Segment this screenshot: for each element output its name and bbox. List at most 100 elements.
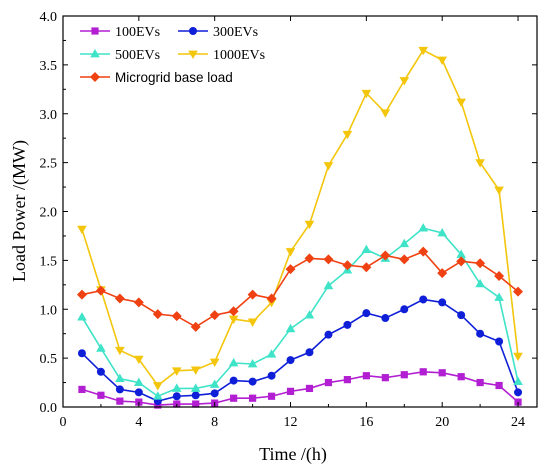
series-4 bbox=[77, 46, 523, 391]
y-tick-label: 4.0 bbox=[40, 10, 58, 25]
data-point bbox=[152, 309, 163, 320]
x-tick-label: 8 bbox=[211, 415, 218, 430]
data-point bbox=[381, 374, 389, 382]
data-point bbox=[343, 376, 351, 384]
series-1 bbox=[78, 368, 522, 409]
data-point bbox=[134, 355, 144, 365]
data-point bbox=[115, 346, 125, 356]
data-point bbox=[171, 383, 182, 392]
data-point bbox=[172, 392, 181, 401]
data-point bbox=[456, 98, 466, 108]
data-point bbox=[305, 348, 314, 357]
data-point bbox=[228, 306, 239, 317]
axes: 0 4 8 12 16 20 24 0.0 0.5 1.0 1.5 2.0 2.5 3.0 3.5 4.0 bbox=[40, 10, 538, 430]
data-point bbox=[96, 367, 105, 376]
legend-item: 500EVs bbox=[80, 48, 160, 63]
data-point bbox=[514, 388, 523, 397]
data-point bbox=[513, 376, 523, 385]
data-point bbox=[343, 320, 352, 329]
data-point bbox=[342, 260, 353, 271]
data-point bbox=[115, 385, 124, 394]
data-point bbox=[97, 391, 105, 399]
data-point bbox=[475, 258, 486, 269]
data-point bbox=[304, 253, 315, 264]
data-point bbox=[476, 378, 484, 387]
data-point bbox=[400, 305, 409, 314]
data-point bbox=[419, 295, 428, 304]
data-point bbox=[361, 244, 372, 254]
x-tick-label: 4 bbox=[135, 415, 142, 430]
data-point bbox=[77, 312, 87, 321]
data-point bbox=[362, 372, 370, 380]
data-point bbox=[324, 330, 333, 339]
data-point bbox=[153, 382, 163, 391]
y-tick-label: 1.5 bbox=[40, 254, 58, 269]
data-point bbox=[323, 162, 334, 171]
data-point bbox=[209, 379, 220, 388]
series-layer bbox=[76, 46, 524, 409]
data-point bbox=[323, 254, 334, 265]
data-point bbox=[78, 385, 86, 394]
data-point bbox=[513, 286, 524, 297]
y-tick-label: 0.0 bbox=[40, 401, 58, 416]
data-point bbox=[209, 358, 220, 368]
data-point bbox=[229, 376, 238, 385]
data-point bbox=[115, 373, 125, 383]
x-tick-label: 16 bbox=[359, 415, 373, 430]
series-line bbox=[81, 298, 519, 402]
data-point bbox=[342, 130, 353, 140]
data-point bbox=[285, 264, 296, 275]
data-point bbox=[494, 271, 505, 282]
data-point bbox=[76, 289, 87, 300]
series-line bbox=[81, 250, 519, 328]
data-point bbox=[305, 384, 314, 393]
data-point bbox=[437, 228, 447, 237]
data-point bbox=[419, 368, 427, 376]
y-tick-label: 0.5 bbox=[40, 352, 58, 367]
y-tick-label: 3.0 bbox=[40, 108, 58, 123]
data-point bbox=[495, 381, 503, 390]
data-point bbox=[153, 391, 163, 400]
data-point bbox=[95, 285, 106, 296]
legend-marker bbox=[188, 50, 198, 59]
data-point bbox=[171, 367, 182, 376]
legend-item: 300EVs bbox=[178, 25, 258, 40]
x-tick-label: 24 bbox=[511, 415, 525, 430]
legend-marker bbox=[91, 27, 99, 35]
data-point bbox=[418, 223, 429, 232]
y-tick-label: 2.0 bbox=[40, 206, 58, 221]
data-point bbox=[456, 249, 466, 258]
x-tick-label: 12 bbox=[284, 415, 298, 430]
data-point bbox=[96, 343, 106, 352]
data-point bbox=[190, 383, 201, 392]
data-point bbox=[494, 186, 504, 195]
data-point bbox=[116, 397, 124, 405]
y-tick-label: 1.0 bbox=[40, 303, 58, 318]
data-point bbox=[171, 311, 182, 322]
data-point bbox=[437, 56, 447, 65]
x-axis-title: Time /(h) bbox=[259, 444, 327, 465]
data-point bbox=[77, 225, 87, 235]
data-point bbox=[456, 256, 467, 267]
data-point bbox=[133, 297, 144, 308]
data-point bbox=[399, 77, 410, 86]
legend-marker bbox=[90, 49, 100, 58]
data-point bbox=[134, 388, 143, 397]
data-point bbox=[285, 323, 296, 333]
y-tick-label: 2.5 bbox=[40, 157, 58, 172]
data-point bbox=[230, 394, 238, 402]
data-point bbox=[286, 356, 295, 365]
data-point bbox=[248, 377, 257, 386]
data-point bbox=[438, 369, 446, 377]
data-point bbox=[266, 293, 277, 304]
data-point bbox=[247, 318, 258, 327]
data-point bbox=[192, 400, 200, 408]
legend-item: 100EVs bbox=[80, 25, 160, 40]
data-point bbox=[400, 371, 408, 379]
data-point bbox=[267, 392, 276, 400]
data-point bbox=[475, 278, 485, 288]
data-point bbox=[304, 220, 315, 230]
data-point bbox=[437, 268, 448, 279]
